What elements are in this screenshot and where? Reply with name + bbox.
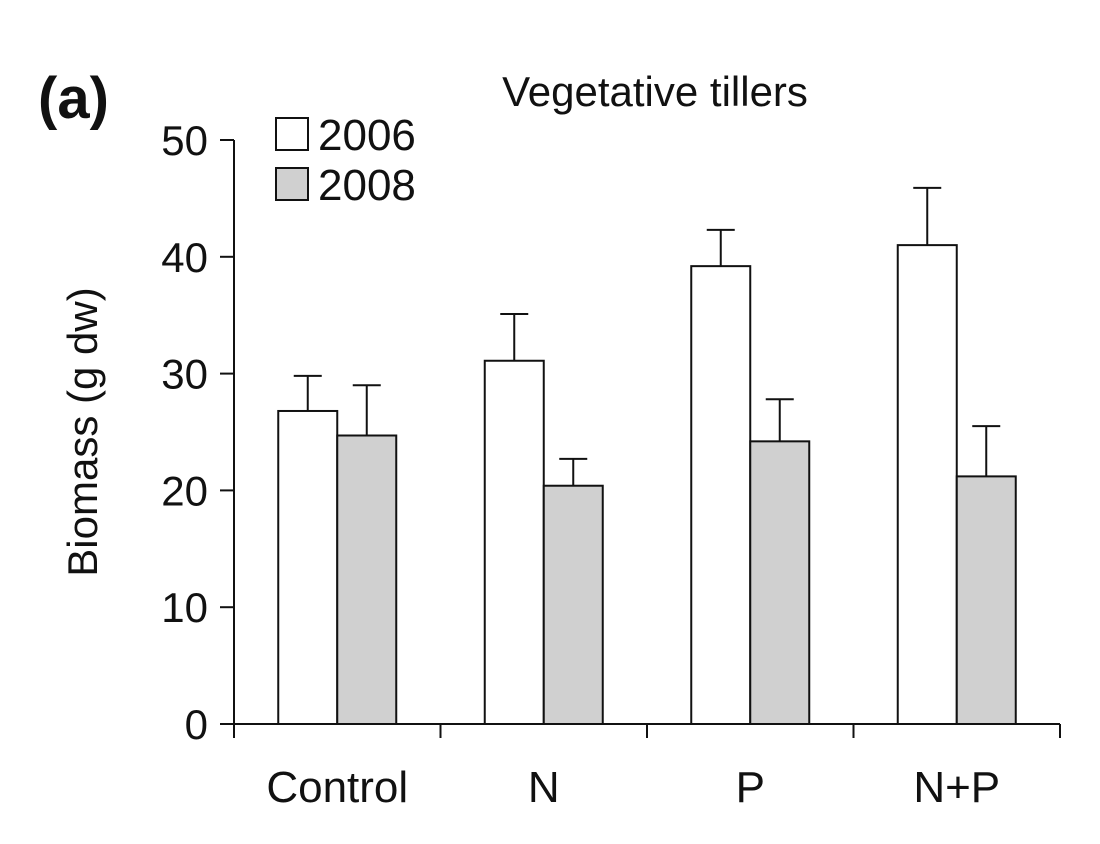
bar-2006-Control [277,409,339,725]
bar-2008-N [542,484,604,725]
y-tick-label: 10 [161,584,208,631]
x-category-label: Control [266,763,408,812]
x-axis: Control N P N+P [233,723,1061,812]
y-axis: 0 10 20 30 40 50 [161,117,235,748]
y-tick-label: 0 [185,701,208,748]
legend-swatch-2006 [275,117,309,151]
bar-2008-P [749,440,811,725]
y-tick-label: 30 [161,351,208,398]
legend: 2006 2008 [275,111,416,210]
x-category-label: N+P [913,763,1000,812]
bars-group [277,244,1017,725]
y-tick-label: 20 [161,467,208,514]
y-tick-label: 40 [161,234,208,281]
x-category-label: P [736,763,765,812]
panel-label: (a) [38,66,109,131]
bar-2008-Control [336,434,398,725]
chart-title: Vegetative tillers [502,68,808,115]
bar-2008-N+P [955,475,1017,725]
y-axis-label: Biomass (g dw) [59,287,106,576]
bar-2006-N [483,359,545,725]
legend-label-2006: 2006 [318,111,416,160]
legend-label-2008: 2008 [318,161,416,210]
bar-2006-N+P [896,244,958,725]
legend-swatch-2008 [275,167,309,201]
bar-2006-P [690,265,752,725]
y-tick-label: 50 [161,117,208,164]
x-category-label: N [528,763,560,812]
error-bars-group [293,186,1001,486]
